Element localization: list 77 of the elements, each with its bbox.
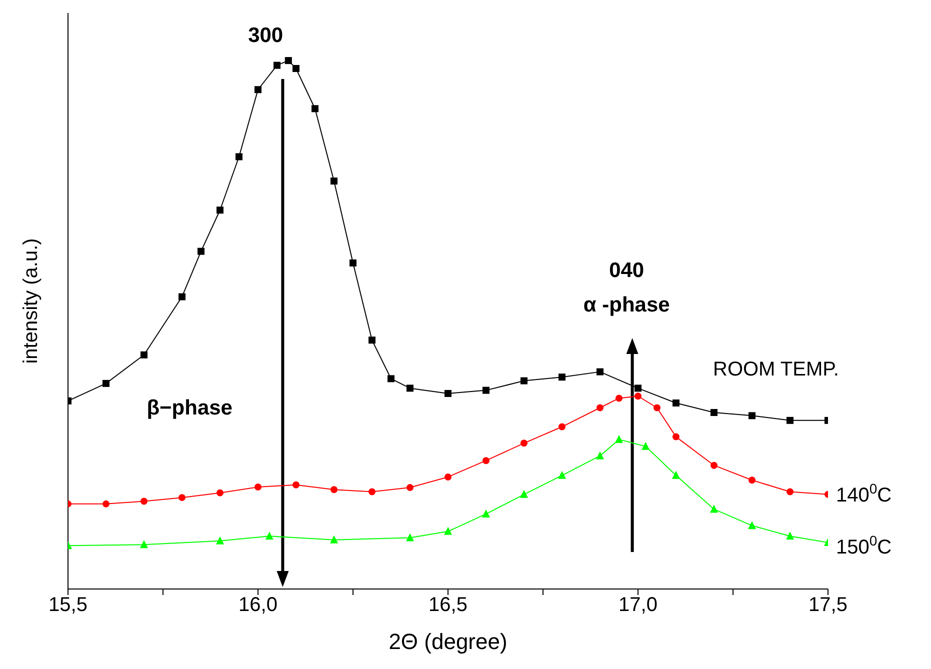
point	[520, 490, 528, 498]
point	[388, 375, 394, 382]
point	[330, 535, 338, 544]
text: 300	[248, 24, 284, 48]
point	[102, 380, 110, 387]
point	[274, 62, 280, 69]
point	[216, 489, 224, 496]
point	[672, 433, 680, 440]
point	[558, 470, 566, 479]
point	[520, 440, 528, 447]
point	[672, 470, 680, 479]
point	[140, 498, 148, 505]
point	[444, 390, 452, 397]
point	[482, 386, 490, 394]
point	[292, 481, 300, 488]
point	[330, 486, 338, 494]
point	[254, 86, 262, 94]
x-tick-label: 17,5	[808, 594, 848, 616]
x-tick-label: 15,5	[48, 594, 88, 616]
point	[102, 500, 110, 508]
point	[482, 457, 490, 464]
point	[710, 462, 718, 469]
point	[596, 368, 604, 376]
annotation: 040	[609, 259, 644, 282]
series-label: ROOM TEMP.	[713, 358, 839, 380]
point	[634, 392, 642, 400]
point	[368, 488, 376, 496]
point	[558, 374, 566, 381]
point	[558, 423, 566, 430]
point	[406, 384, 414, 392]
point	[634, 384, 642, 392]
point	[406, 533, 414, 542]
point	[748, 521, 756, 530]
series-label: 140$^{0}$C	[836, 480, 892, 506]
point	[642, 442, 650, 450]
point	[216, 206, 224, 214]
point	[748, 412, 756, 420]
point	[748, 476, 756, 484]
annotation: β−phase	[146, 396, 232, 420]
point	[236, 153, 242, 160]
point	[265, 532, 274, 540]
point	[710, 409, 718, 416]
point	[284, 57, 292, 64]
point	[330, 178, 338, 185]
point	[368, 336, 376, 344]
point	[140, 351, 148, 358]
point	[312, 105, 318, 112]
annotation: α -phase	[583, 294, 670, 317]
point	[710, 504, 718, 513]
point	[178, 293, 186, 300]
point	[596, 451, 604, 460]
point	[520, 377, 528, 384]
point	[140, 540, 148, 548]
point	[615, 434, 623, 443]
y-axis-title: intensity (a.u.)	[20, 238, 42, 364]
point	[406, 484, 414, 492]
point	[350, 259, 356, 266]
point	[482, 509, 490, 518]
x-tick-label: 16,5	[428, 594, 468, 616]
point	[786, 416, 794, 424]
series-label: 150$^{0}$C	[836, 532, 892, 558]
point	[616, 394, 622, 402]
point	[596, 404, 604, 412]
point	[444, 473, 452, 480]
point	[198, 248, 204, 255]
point	[786, 488, 794, 496]
point	[672, 399, 680, 406]
x-tick-label: 17,0	[618, 594, 658, 616]
point	[786, 532, 794, 540]
point	[178, 494, 186, 502]
point	[216, 536, 224, 544]
point	[292, 64, 300, 72]
x-tick-label: 16,0	[238, 594, 278, 616]
x-axis-title: 2Θ (degree)	[388, 629, 508, 654]
point	[444, 526, 452, 535]
point	[254, 484, 262, 491]
point	[654, 404, 660, 412]
